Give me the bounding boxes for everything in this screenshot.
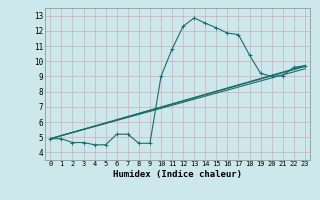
X-axis label: Humidex (Indice chaleur): Humidex (Indice chaleur): [113, 170, 242, 179]
